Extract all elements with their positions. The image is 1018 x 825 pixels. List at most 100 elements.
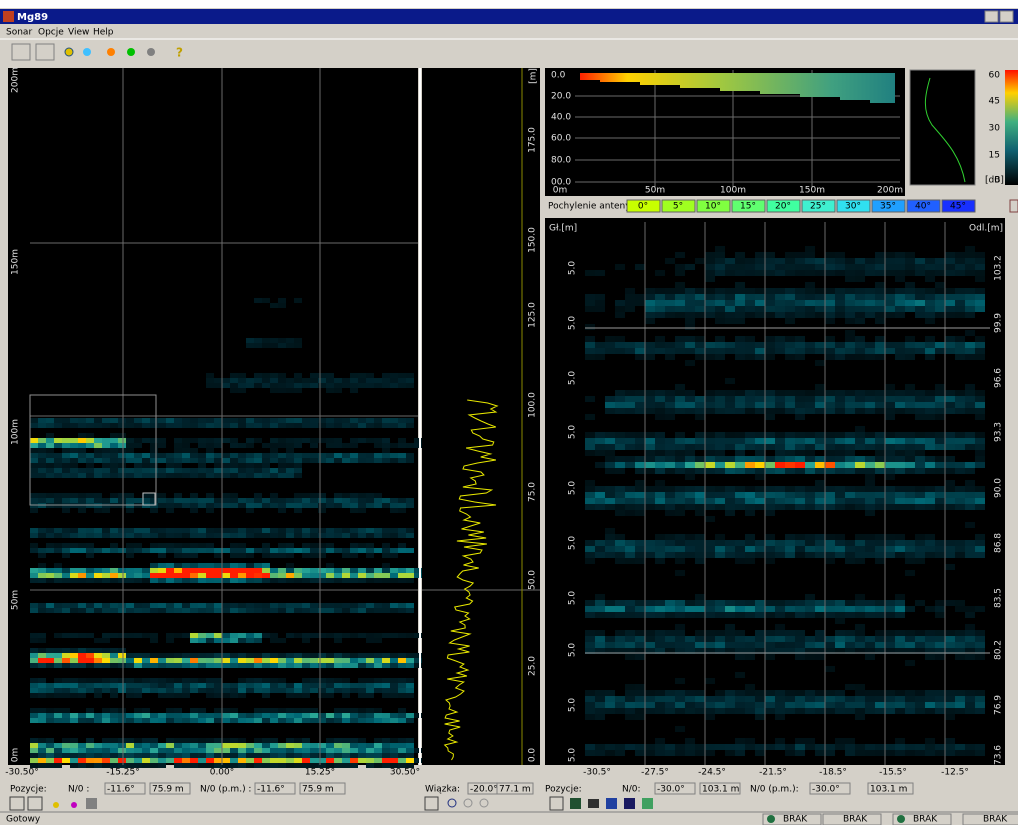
echo-cell bbox=[390, 653, 398, 658]
echo-cell bbox=[310, 418, 318, 423]
menu-item[interactable]: View bbox=[68, 28, 89, 38]
echo-cell bbox=[110, 708, 118, 713]
tool-button[interactable] bbox=[64, 47, 74, 57]
echo-cell bbox=[735, 258, 745, 264]
echo-cell bbox=[54, 658, 62, 663]
echo-cell bbox=[94, 648, 102, 653]
echo-cell bbox=[725, 408, 735, 414]
echo-cell bbox=[705, 270, 715, 276]
tool-button[interactable] bbox=[424, 796, 439, 811]
minimize-button[interactable] bbox=[984, 10, 999, 23]
echo-cell bbox=[166, 678, 174, 683]
angle-label: -30.5° bbox=[583, 768, 611, 778]
tilt-option[interactable] bbox=[871, 199, 906, 213]
echo-cell bbox=[835, 744, 845, 750]
tool-button[interactable] bbox=[570, 798, 581, 809]
echo-cell bbox=[645, 312, 655, 318]
echo-cell bbox=[350, 738, 358, 743]
help-icon[interactable]: ? bbox=[176, 46, 183, 60]
echo-cell bbox=[134, 453, 142, 458]
echo-cell bbox=[302, 678, 310, 683]
tool-button[interactable] bbox=[147, 48, 155, 56]
tilt-option[interactable] bbox=[731, 199, 766, 213]
menu-item[interactable]: Sonar bbox=[6, 28, 32, 38]
echo-cell bbox=[745, 492, 755, 498]
echo-cell bbox=[262, 503, 270, 508]
echo-cell bbox=[278, 473, 286, 478]
echo-cell bbox=[294, 468, 302, 473]
echo-cell bbox=[390, 753, 398, 758]
echo-cell bbox=[86, 648, 94, 653]
echo-cell bbox=[158, 563, 166, 568]
echo-cell bbox=[126, 743, 134, 748]
tool-button[interactable] bbox=[11, 43, 31, 61]
echo-cell bbox=[318, 763, 326, 768]
echo-cell bbox=[398, 573, 406, 578]
tool-button[interactable] bbox=[588, 799, 599, 808]
echo-cell bbox=[326, 748, 334, 753]
tool-button[interactable] bbox=[35, 43, 55, 61]
tool-button[interactable] bbox=[71, 802, 77, 808]
tool-button[interactable] bbox=[127, 48, 135, 56]
echo-cell bbox=[855, 684, 865, 690]
zoom-reset[interactable] bbox=[479, 798, 489, 808]
zoom-in[interactable] bbox=[447, 798, 457, 808]
echo-cell bbox=[725, 606, 735, 612]
echo-cell bbox=[150, 608, 158, 613]
echo-cell bbox=[685, 534, 695, 540]
tilt-option[interactable] bbox=[696, 199, 731, 213]
echo-cell bbox=[190, 653, 198, 658]
tool-button[interactable] bbox=[606, 798, 617, 809]
echo-cell bbox=[625, 630, 635, 636]
echo-cell bbox=[825, 402, 835, 408]
tilt-option[interactable] bbox=[836, 199, 871, 213]
echo-cell bbox=[825, 558, 835, 564]
echo-cell bbox=[825, 648, 835, 654]
echo-cell bbox=[150, 463, 158, 468]
echo-cell bbox=[895, 630, 905, 636]
maximize-button[interactable] bbox=[999, 10, 1014, 23]
tool-button[interactable] bbox=[549, 796, 564, 811]
tool-button[interactable] bbox=[624, 798, 635, 809]
echo-cell bbox=[965, 408, 975, 414]
echo-cell bbox=[765, 648, 775, 654]
echo-cell bbox=[925, 750, 935, 756]
echo-cell bbox=[675, 606, 685, 612]
tilt-option[interactable] bbox=[906, 199, 941, 213]
echo-cell bbox=[965, 654, 975, 660]
echo-cell bbox=[975, 636, 985, 642]
tilt-option[interactable] bbox=[941, 199, 976, 213]
tool-button[interactable] bbox=[86, 798, 97, 809]
echo-cell bbox=[755, 696, 765, 702]
echo-cell bbox=[190, 708, 198, 713]
tool-button[interactable] bbox=[107, 48, 115, 56]
echo-cell bbox=[875, 402, 885, 408]
echo-cell bbox=[382, 563, 390, 568]
tool-button[interactable] bbox=[9, 796, 25, 811]
tilt-button[interactable] bbox=[1009, 199, 1018, 213]
echo-cell bbox=[815, 360, 825, 366]
menu-item[interactable]: Help bbox=[93, 28, 114, 38]
echo-cell bbox=[198, 573, 206, 578]
zoom-out[interactable] bbox=[463, 798, 473, 808]
echo-cell bbox=[206, 753, 214, 758]
echo-cell bbox=[725, 312, 735, 318]
tool-button[interactable] bbox=[642, 798, 653, 809]
tilt-option[interactable] bbox=[766, 199, 801, 213]
tool-button[interactable] bbox=[53, 802, 59, 808]
echo-cell bbox=[318, 743, 326, 748]
echo-cell bbox=[645, 390, 655, 396]
tilt-option[interactable] bbox=[661, 199, 696, 213]
echo-cell bbox=[735, 600, 745, 606]
tilt-option[interactable] bbox=[626, 199, 661, 213]
menu-item[interactable]: Opcje bbox=[38, 28, 64, 38]
echo-cell bbox=[815, 438, 825, 444]
resize-handle[interactable] bbox=[142, 492, 156, 506]
tilt-option-label: 5° bbox=[673, 202, 683, 212]
tool-button[interactable] bbox=[27, 796, 43, 811]
echo-cell bbox=[166, 658, 174, 663]
tool-button[interactable] bbox=[83, 48, 91, 56]
echo-cell bbox=[406, 743, 414, 748]
echo-cell bbox=[374, 418, 382, 423]
tilt-option[interactable] bbox=[801, 199, 836, 213]
